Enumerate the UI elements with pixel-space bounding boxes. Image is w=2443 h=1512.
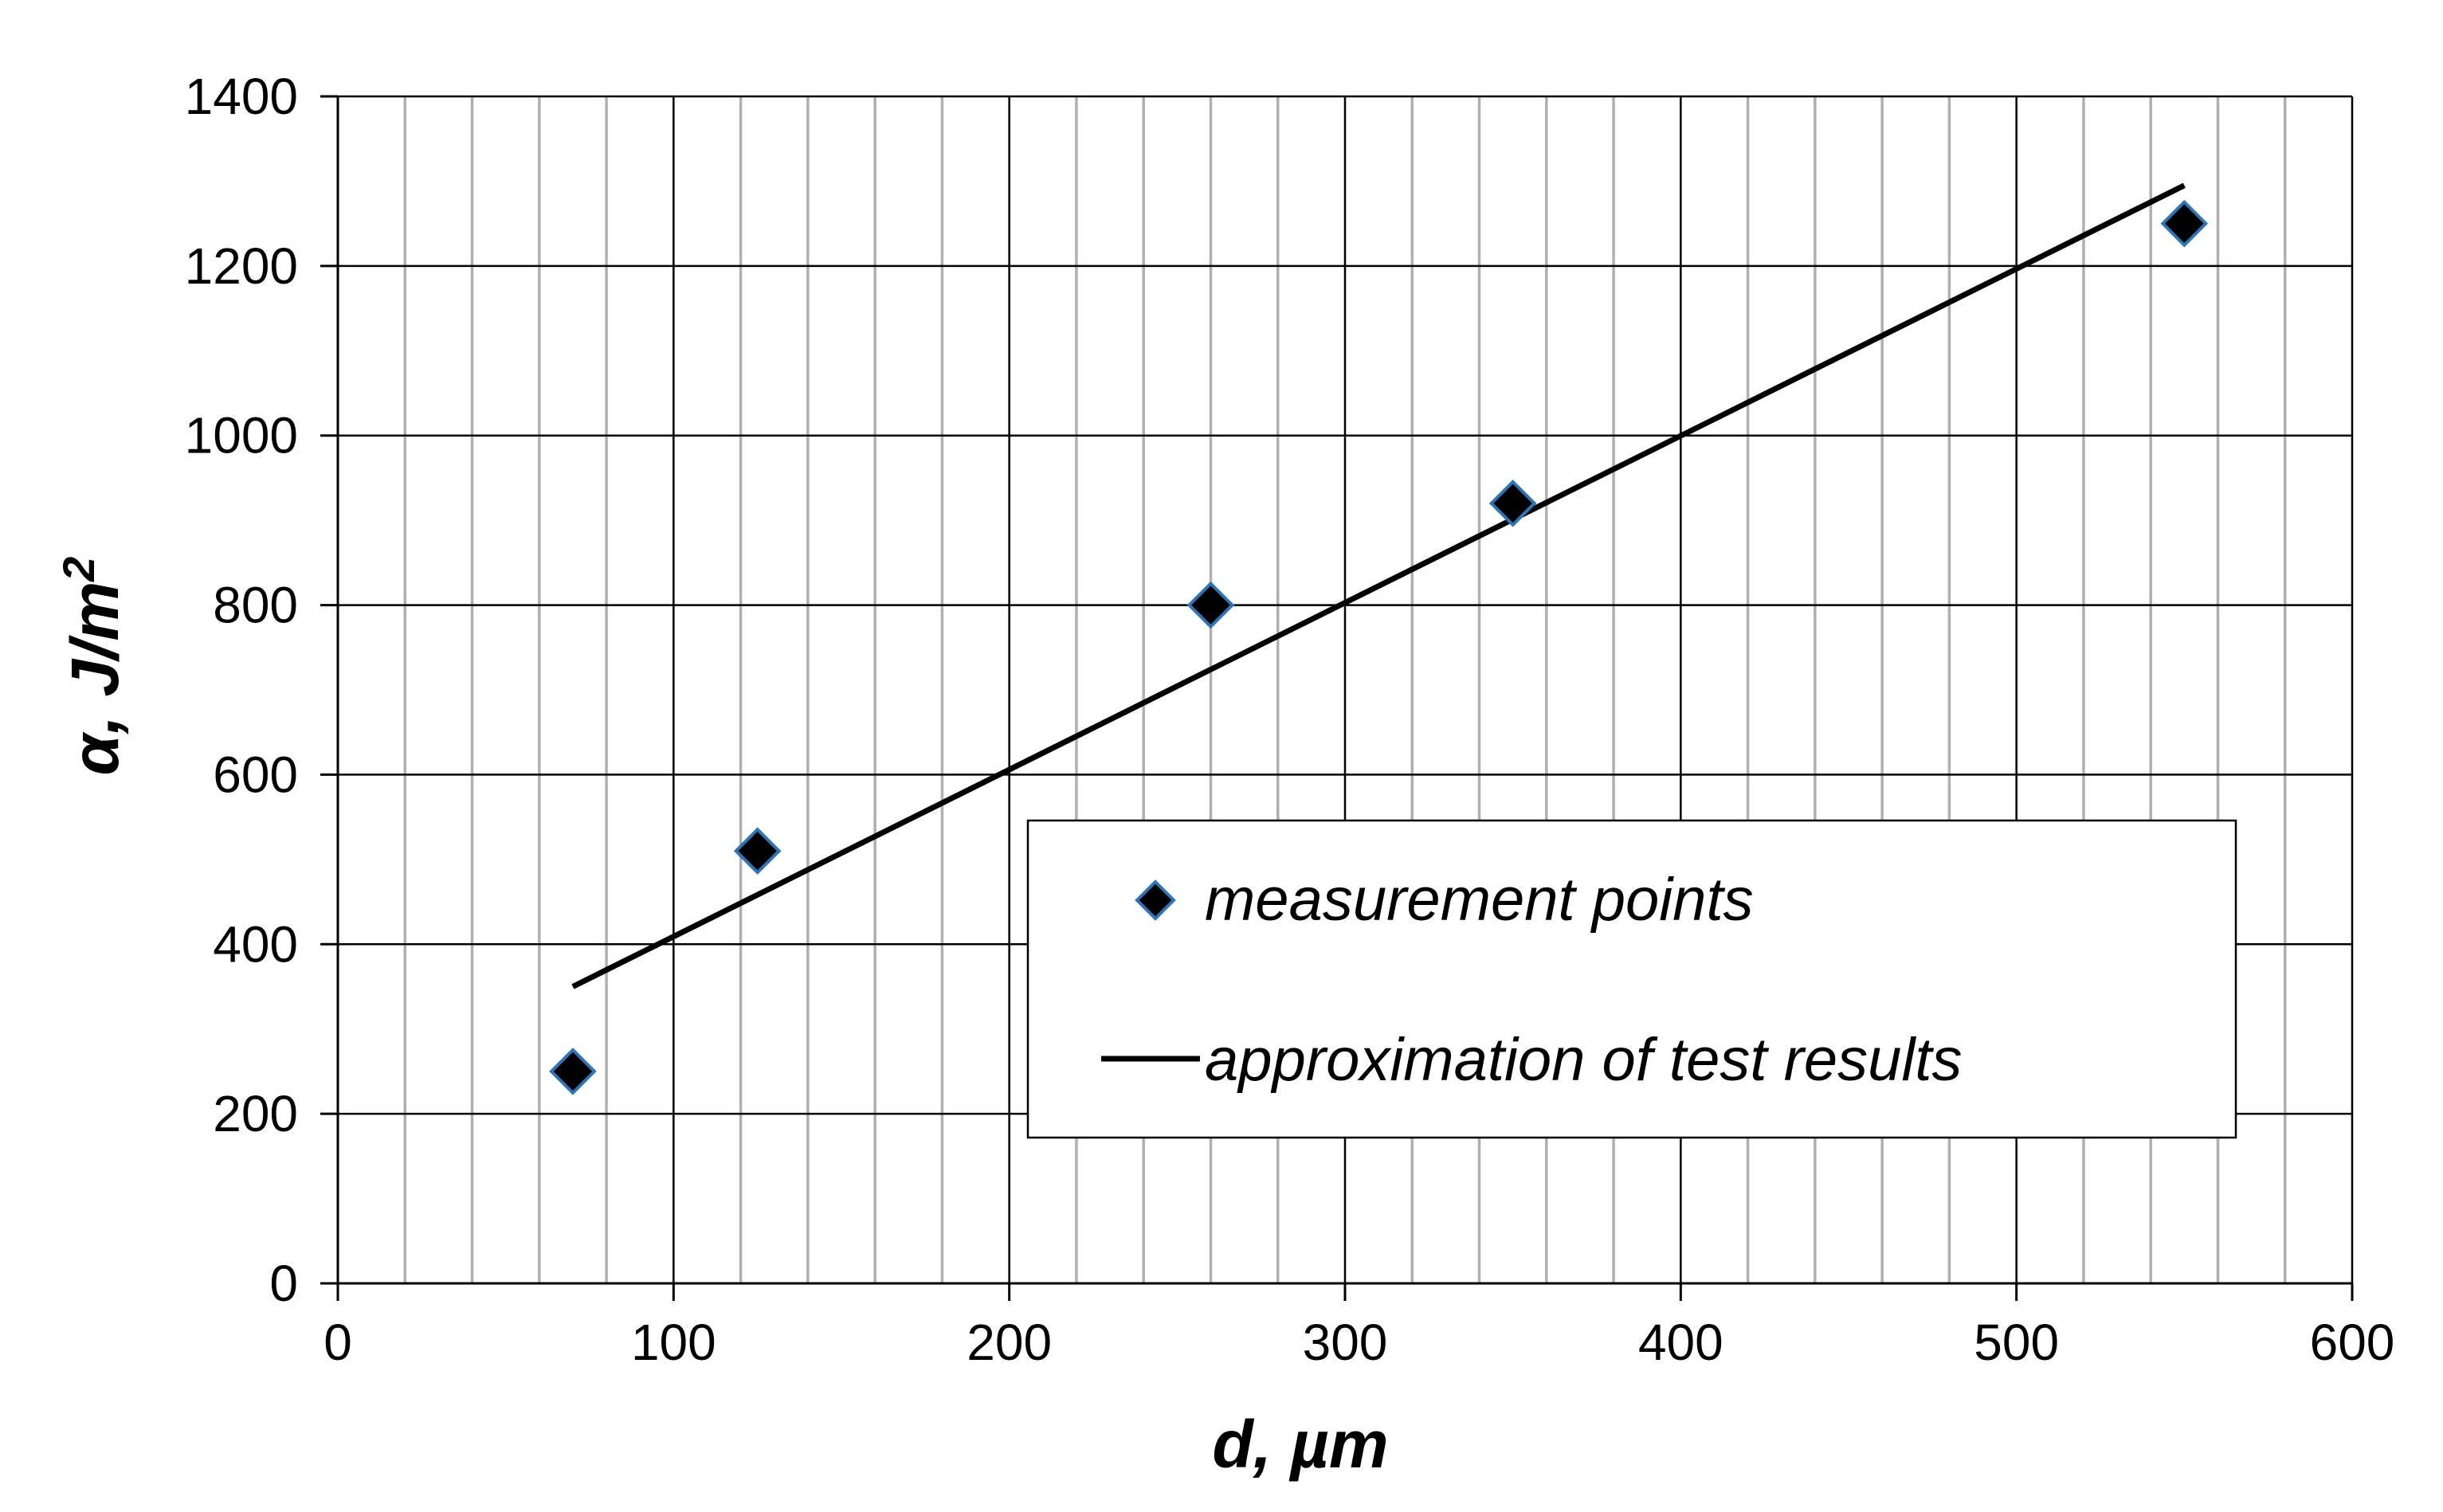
measurement-point	[549, 1048, 597, 1095]
legend-label-measurement: measurement points	[1205, 866, 1754, 934]
approximation-line	[571, 182, 2186, 989]
x-tick-label: 100	[631, 1314, 716, 1371]
y-tick-label: 1400	[185, 68, 298, 125]
y-tick-label: 800	[213, 577, 298, 634]
legend-box	[1026, 819, 2237, 1139]
y-tick-labels: 0 200 400 600 800 1000 1200 1400	[185, 68, 298, 1312]
x-tick-label: 200	[967, 1314, 1052, 1371]
y-tick-label: 600	[213, 746, 298, 803]
y-tick-label: 200	[213, 1085, 298, 1142]
axes	[320, 95, 2354, 1301]
x-tick-label: 0	[324, 1314, 352, 1371]
legend-label-approximation: approximation of test results	[1205, 1026, 1962, 1094]
x-tick-labels: 0 100 200 300 400 500 600	[324, 1314, 2394, 1371]
legend-diamond-icon	[1135, 879, 1176, 921]
y-tick-label: 1200	[185, 237, 298, 295]
y-tick-label: 1000	[185, 407, 298, 464]
measurement-points-layer	[549, 199, 2209, 1095]
x-tick-label: 500	[1974, 1314, 2059, 1371]
x-tick-label: 600	[2310, 1314, 2395, 1371]
x-tick-label: 300	[1303, 1314, 1388, 1371]
approximation-line-layer	[571, 182, 2186, 989]
x-tick-label: 400	[1638, 1314, 1723, 1371]
y-axis-title-main: α, J/m	[57, 582, 132, 776]
legend: measurement points approximation of test…	[1026, 819, 2237, 1139]
x-axis-title: d, µm	[1212, 1407, 1388, 1482]
y-axis-title: α, J/m2	[53, 557, 132, 776]
measurement-point	[733, 827, 782, 875]
measurement-point	[1186, 581, 1235, 629]
y-axis-title-superscript: 2	[53, 557, 104, 582]
measurement-point	[1488, 480, 1537, 527]
measurement-point	[2160, 199, 2209, 248]
y-tick-label: 400	[213, 915, 298, 973]
y-tick-label: 0	[269, 1255, 298, 1312]
